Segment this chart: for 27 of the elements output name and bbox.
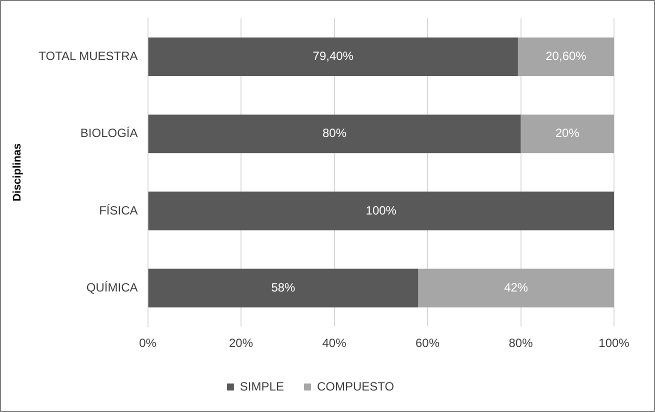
bar — [520, 114, 614, 154]
bar — [148, 268, 418, 308]
data-label: 58% — [271, 280, 296, 294]
data-label: 79,40% — [312, 49, 354, 64]
data-label: 80% — [322, 126, 347, 140]
y-tick-label: TOTAL MUESTRA — [38, 49, 138, 64]
bar — [148, 192, 614, 230]
bar — [148, 37, 518, 76]
x-tick-label: 40% — [322, 336, 347, 350]
x-tick-label: 60% — [415, 336, 440, 350]
data-label: 100% — [366, 203, 397, 218]
bar — [148, 114, 521, 154]
y-tick-label: BIOLOGÍA — [80, 126, 138, 140]
data-label: 42% — [504, 280, 528, 294]
data-label: 20,60% — [546, 49, 587, 64]
legend-label: SIMPLE — [240, 379, 284, 394]
y-tick-label: QUÍMICA — [86, 280, 138, 294]
y-axis-title: Disciplinas — [12, 143, 24, 202]
x-tick-label: 20% — [229, 336, 254, 350]
data-label: 20% — [555, 126, 580, 140]
y-tick-label: FÍSICA — [99, 203, 138, 218]
x-tick-label: 100% — [598, 336, 630, 350]
bar — [518, 37, 614, 76]
bar — [418, 268, 614, 308]
x-tick-label: 0% — [139, 336, 157, 350]
legend-label: COMPUESTO — [316, 379, 394, 394]
x-tick-label: 80% — [508, 336, 534, 350]
